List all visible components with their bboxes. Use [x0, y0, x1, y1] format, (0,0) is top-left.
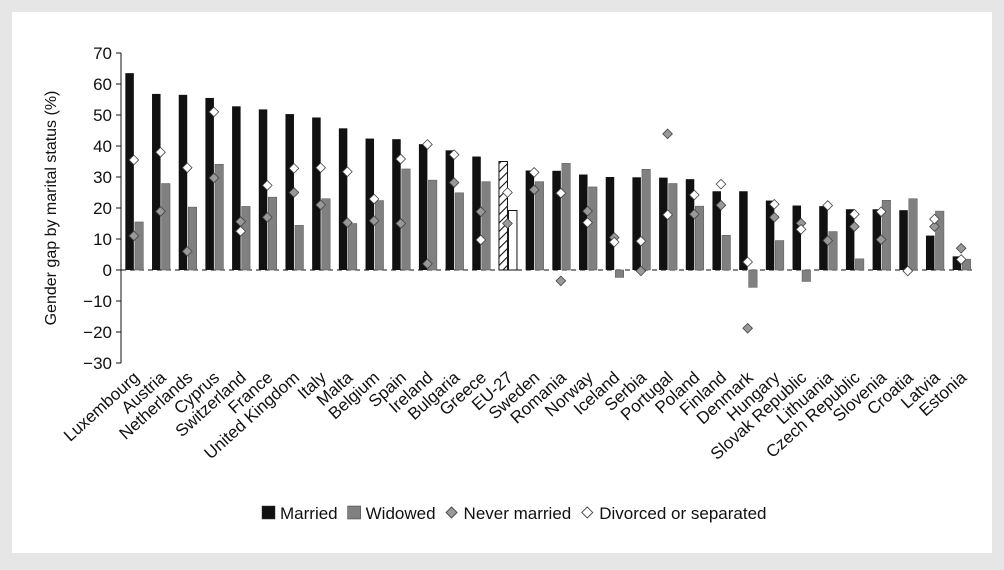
bar-widowed [482, 182, 491, 270]
bar-widowed [455, 193, 464, 270]
legend-label: Married [280, 504, 338, 523]
bar-married [526, 170, 535, 270]
bar-widowed [428, 180, 437, 270]
bar-widowed [722, 235, 731, 270]
y-tick-label: 20 [93, 199, 112, 218]
bar-widowed [322, 199, 331, 270]
bar-widowed [829, 232, 838, 270]
bar-widowed [562, 163, 571, 270]
bar-widowed [135, 222, 144, 270]
bar-widowed [855, 259, 864, 270]
plot-card [12, 12, 992, 553]
y-tick-label: 50 [93, 106, 112, 125]
bar-widowed [375, 201, 384, 270]
legend-label: Never married [464, 504, 572, 523]
bar-married [793, 206, 802, 270]
y-tick-label: 0 [103, 261, 112, 280]
bar-married [846, 209, 855, 270]
bar-married [766, 201, 775, 270]
bar-widowed [802, 270, 811, 281]
y-axis-title: Gender gap by marital status (%) [43, 91, 60, 326]
bar-married [499, 162, 508, 271]
bar-married [205, 98, 214, 270]
bar-widowed [749, 270, 758, 287]
bar-widowed [242, 206, 251, 270]
legend-swatch [262, 506, 275, 519]
bar-married [232, 106, 241, 270]
bar-married [366, 139, 375, 270]
y-tick-label: −10 [83, 292, 112, 311]
bar-married [259, 109, 268, 270]
bar-married [179, 95, 188, 270]
bar-widowed [669, 184, 678, 270]
bar-widowed [508, 210, 517, 270]
y-tick-label: 30 [93, 168, 112, 187]
bar-widowed [775, 241, 784, 270]
bar-widowed [535, 182, 544, 270]
y-tick-label: −20 [83, 323, 112, 342]
bar-widowed [909, 199, 918, 270]
bar-married [339, 128, 348, 270]
bar-widowed [348, 224, 357, 271]
bar-married [899, 210, 908, 270]
bar-married [606, 177, 615, 270]
bar-widowed [642, 169, 651, 270]
y-tick-label: 70 [93, 44, 112, 63]
bar-widowed [268, 197, 277, 270]
bar-married [312, 117, 321, 270]
y-tick-label: 60 [93, 75, 112, 94]
bar-widowed [615, 270, 624, 277]
bar-married [446, 150, 455, 270]
legend-label: Widowed [366, 504, 436, 523]
y-tick-label: 10 [93, 230, 112, 249]
y-tick-label: −30 [83, 354, 112, 373]
bar-widowed [402, 169, 411, 270]
bar-married [125, 73, 134, 270]
bar-married [552, 171, 561, 270]
bar-widowed [589, 187, 598, 270]
bar-married [926, 236, 935, 270]
bar-widowed [295, 225, 304, 270]
bar-married [659, 178, 668, 270]
bar-married [152, 94, 161, 270]
bar-married [419, 144, 428, 270]
bar-married [632, 177, 641, 270]
y-tick-label: 40 [93, 137, 112, 156]
bar-widowed [162, 184, 171, 270]
legend-label: Divorced or separated [599, 504, 766, 523]
bar-widowed [188, 207, 197, 270]
legend-swatch [348, 506, 361, 519]
